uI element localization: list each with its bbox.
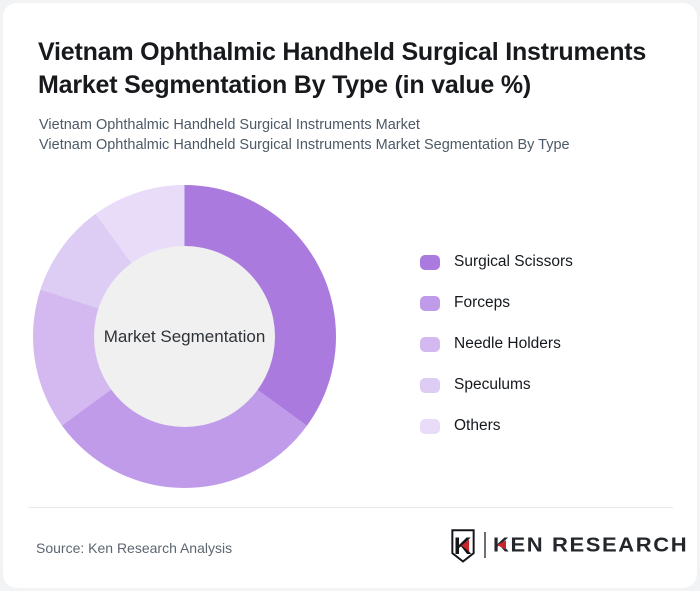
ken-research-shield-icon: K: [451, 528, 475, 563]
legend: Surgical Scissors Forceps Needle Holders…: [420, 253, 573, 435]
donut-chart[interactable]: Market Segmentation: [33, 185, 336, 488]
ken-research-logo: K KEN RESEARCH: [449, 527, 688, 563]
legend-item-others[interactable]: Others: [420, 417, 573, 435]
legend-swatch-others: [420, 418, 440, 434]
legend-swatch-surgical-scissors: [420, 254, 440, 270]
legend-item-speculums[interactable]: Speculums: [420, 376, 573, 394]
source-note: Source: Ken Research Analysis: [36, 540, 233, 556]
donut-center: Market Segmentation: [94, 246, 275, 427]
legend-label: Others: [454, 417, 501, 434]
legend-label: Forceps: [454, 294, 510, 311]
wordmark-red-triangle-icon: [497, 540, 506, 550]
footer-divider: [28, 507, 673, 508]
legend-label: Surgical Scissors: [454, 253, 573, 270]
donut-center-label: Market Segmentation: [103, 326, 266, 346]
legend-item-forceps[interactable]: Forceps: [420, 294, 573, 312]
legend-swatch-forceps: [420, 295, 440, 311]
legend-label: Needle Holders: [454, 335, 561, 352]
logo-wordmark: KEN RESEARCH: [493, 533, 689, 557]
legend-label: Speculums: [454, 376, 531, 393]
chart-subtitles: Vietnam Ophthalmic Handheld Surgical Ins…: [39, 115, 570, 155]
subtitle-line-1: Vietnam Ophthalmic Handheld Surgical Ins…: [39, 117, 420, 133]
shield-red-triangle: [461, 538, 470, 552]
legend-item-needle-holders[interactable]: Needle Holders: [420, 335, 573, 353]
page-title: Vietnam Ophthalmic Handheld Surgical Ins…: [38, 38, 647, 99]
legend-item-surgical-scissors[interactable]: Surgical Scissors: [420, 253, 573, 271]
subtitle-line-2: Vietnam Ophthalmic Handheld Surgical Ins…: [39, 137, 570, 153]
chart-card: Vietnam Ophthalmic Handheld Surgical Ins…: [3, 3, 697, 588]
legend-swatch-speculums: [420, 377, 440, 393]
logo-divider-bar: [484, 532, 486, 558]
legend-swatch-needle-holders: [420, 336, 440, 352]
